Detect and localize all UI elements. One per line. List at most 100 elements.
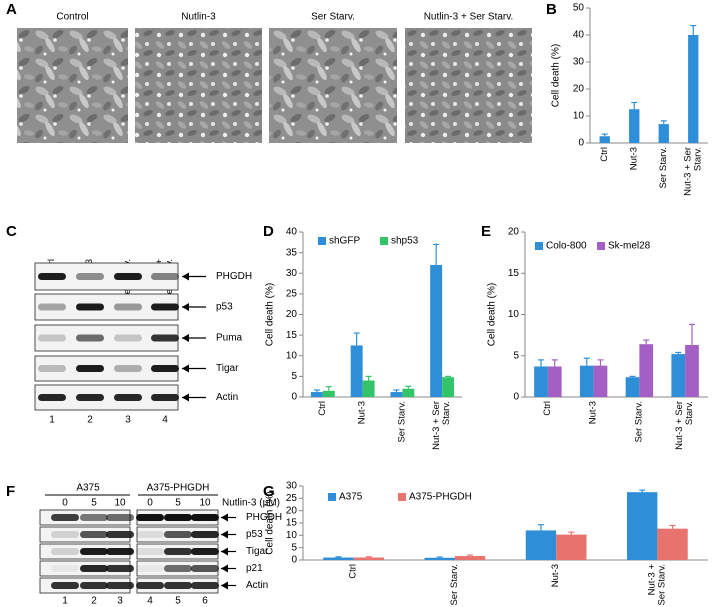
panel-letter: A (6, 1, 17, 18)
arrow-head (182, 272, 189, 281)
band (38, 273, 66, 280)
panel-letter: C (6, 223, 17, 240)
lane-number: 4 (147, 596, 153, 607)
y-tick-label: 30 (286, 268, 298, 279)
y-tick-label: 0 (291, 392, 297, 403)
arrow-head (182, 303, 189, 311)
x-tick-label-group: Ser Starv. (396, 401, 407, 443)
x-tick-label-box: Nut-3 + Ser Starv. (431, 401, 453, 450)
band (164, 582, 192, 589)
y-tick-label: 15 (286, 518, 298, 529)
y-tick-label: 40 (286, 227, 298, 238)
x-tick-label-group: Nut-3 + Ser Starv. (431, 401, 453, 450)
x-tick-label-box: Nut-3 + Ser Starv. (646, 564, 668, 606)
y-axis-label: Cell death (%) (487, 283, 498, 346)
x-tick-label-box: Ser Starv. (449, 564, 460, 606)
bar (579, 365, 594, 397)
bar (442, 377, 455, 397)
x-tick-label-group: Nut-3 + Ser Starv. (674, 401, 695, 450)
bar (625, 377, 640, 397)
x-tick-label: Nut-3 + Ser Starv. (646, 564, 668, 606)
band (51, 548, 79, 555)
x-tick-label: Nut-3 + Ser Starv. (431, 401, 453, 450)
x-tick-label: Nut-3 + Ser Starv. (682, 147, 704, 196)
arrow-head (182, 393, 189, 402)
lane-number: 5 (175, 596, 181, 607)
x-tick-label: Ctrl (347, 564, 359, 579)
dose-label: 5 (91, 498, 97, 509)
protein-label: Tigar (246, 546, 269, 557)
band (76, 394, 104, 401)
y-tick-label: 0 (578, 138, 584, 149)
y-tick-label: 10 (286, 530, 298, 541)
x-tick-label: Ser Starv. (633, 401, 645, 443)
bar (424, 557, 455, 560)
dose-label: 0 (147, 498, 153, 509)
bar (658, 124, 669, 143)
x-tick-label-group: Nut-3 (357, 401, 368, 424)
x-tick-label-box: Ser Starv. (658, 147, 669, 189)
micrograph (135, 28, 262, 143)
arrow-head (221, 547, 228, 556)
x-tick-label-box: Ctrl (542, 401, 553, 416)
x-tick-label-group: Nut-3 + Ser Starv. (682, 147, 704, 196)
x-tick-label-group: Ser Starv. (449, 564, 460, 606)
band (51, 514, 79, 521)
y-tick-label: 30 (573, 57, 585, 68)
dose-label: 10 (199, 498, 211, 509)
legend-swatch (380, 237, 388, 245)
y-tick-label: 20 (286, 505, 298, 516)
protein-label: p21 (246, 563, 263, 574)
group-label: A375-PHGDH (147, 483, 210, 494)
band (114, 365, 142, 372)
x-tick-label-group: Nut-3 + Ser Starv. (646, 564, 668, 606)
band (136, 548, 164, 555)
band (136, 531, 164, 538)
dose-label: 5 (175, 498, 181, 509)
band (38, 334, 66, 342)
y-tick-label: 5 (291, 371, 297, 382)
band (38, 365, 66, 372)
x-tick-label: Ctrl (598, 147, 610, 162)
band (114, 334, 142, 342)
band (106, 548, 134, 555)
band (151, 394, 179, 401)
x-tick-label-box: Ser Starv. (633, 401, 645, 443)
y-tick-label: 20 (508, 227, 520, 238)
y-tick-label: 0 (291, 555, 297, 566)
bar (639, 344, 654, 397)
legend-label: shGFP (329, 236, 360, 247)
y-tick-label: 0 (513, 392, 519, 403)
arrow-head (221, 530, 228, 539)
y-axis-label: Cell death (%) (265, 491, 276, 554)
bar (454, 556, 486, 560)
panel-letter: B (546, 1, 557, 18)
x-tick-label-group: Ctrl (598, 147, 610, 162)
bar (627, 492, 658, 560)
image-label: Ser Starv. (311, 12, 355, 23)
band (38, 303, 66, 311)
x-tick-label-box: Nut-3 (628, 147, 640, 171)
y-tick-label: 30 (286, 481, 298, 492)
protein-label: Actin (246, 580, 268, 591)
band (106, 531, 134, 538)
band (164, 531, 192, 538)
band (106, 514, 134, 521)
y-axis-label: Cell death (%) (265, 283, 276, 346)
band (136, 514, 164, 521)
x-tick-label: Nut-3 (628, 147, 640, 171)
bar (310, 392, 323, 397)
band (191, 548, 219, 555)
x-tick-label-box: Nut-3 + Ser Starv. (674, 401, 695, 450)
bar (353, 557, 384, 560)
protein-label: Puma (216, 333, 243, 344)
lane-number: 1 (62, 596, 68, 607)
band (114, 394, 142, 401)
y-tick-label: 10 (573, 111, 585, 122)
y-tick-label: 40 (573, 30, 585, 41)
x-tick-label-group: Ser Starv. (633, 401, 645, 443)
lane-number: 3 (125, 415, 131, 426)
y-tick-label: 35 (286, 247, 298, 258)
legend-swatch (535, 242, 543, 250)
